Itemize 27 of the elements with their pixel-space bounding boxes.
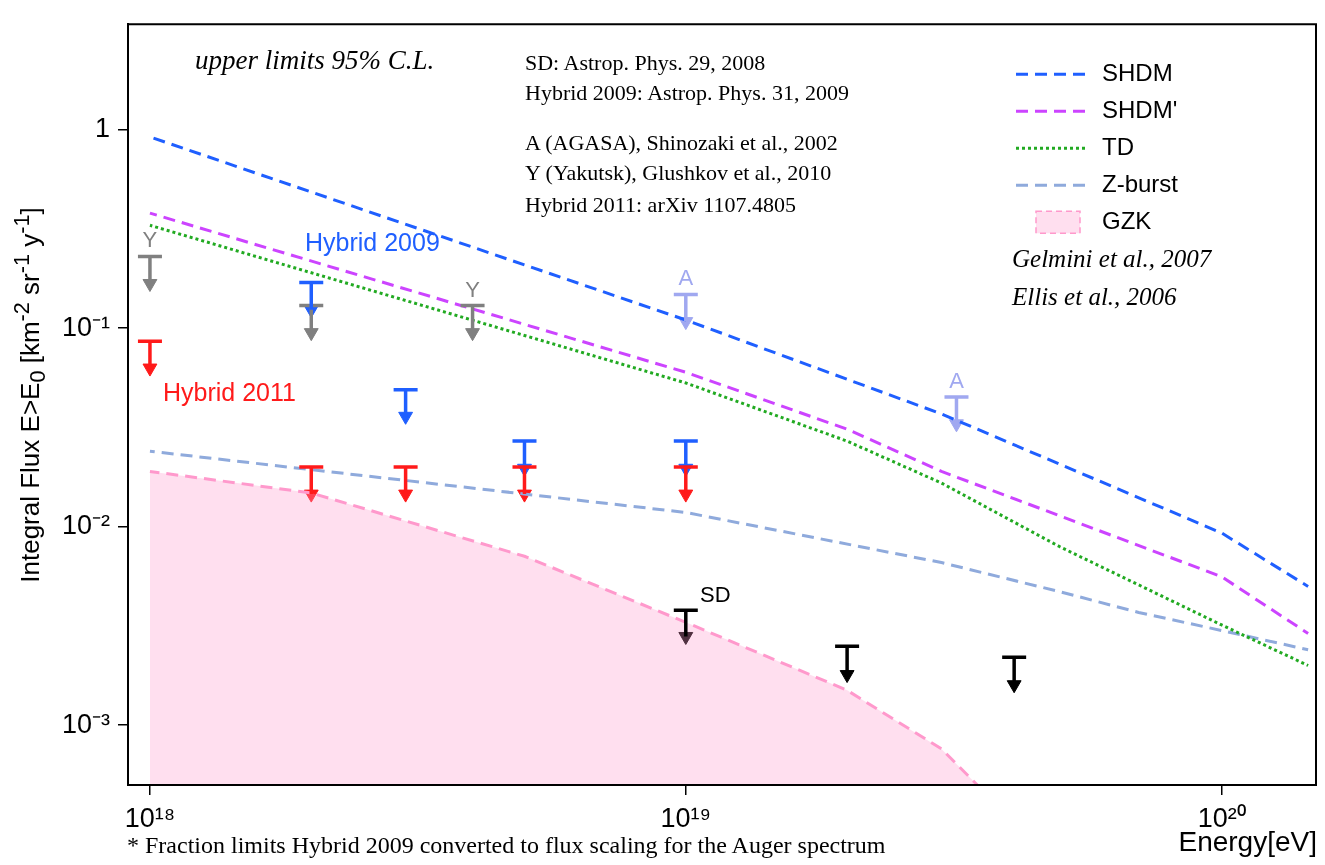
y-tick-label: 10⁻² <box>61 510 110 541</box>
x-tick-label: 10¹⁹ <box>660 802 712 833</box>
text: * Fraction limits Hybrid 2009 converted to flux scaling for the Auger spectrum <box>127 832 886 859</box>
annotation: Ellis et al., 2006 <box>1012 283 1177 311</box>
annotation: Hybrid 2011 <box>163 378 296 407</box>
annotation: Gelmini et al., 2007 <box>1012 245 1212 273</box>
annotation: Hybrid 2009: Astrop. Phys. 31, 2009 <box>525 80 849 106</box>
annotation: SD <box>700 582 731 608</box>
y-tick-label: 10⁻¹ <box>61 311 110 342</box>
legend-label: GZK <box>1102 206 1152 234</box>
annotation: SD: Astrop. Phys. 29, 2008 <box>525 50 766 76</box>
annotation: upper limits 95% C.L. <box>195 45 435 76</box>
annotation: Y <box>465 276 481 302</box>
annotation: A <box>678 265 694 291</box>
annotation: Hybrid 2009 <box>305 228 440 257</box>
legend-label: TD <box>1102 132 1134 160</box>
annotation: Hybrid 2011: arXiv 1107.4805 <box>525 192 796 218</box>
legend-label: Z-burst <box>1102 169 1179 197</box>
annotation: Y <box>142 227 158 253</box>
annotation: A (AGASA), Shinozaki et al., 2002 <box>525 130 838 156</box>
legend-label: SHDM <box>1102 58 1173 86</box>
x-tick-label: 10¹⁸ <box>124 802 176 833</box>
legend-label: SHDM' <box>1102 95 1178 123</box>
y-tick-label: 10⁻³ <box>61 708 110 739</box>
annotation: A <box>949 368 965 394</box>
y-tick-label: 1 <box>94 113 110 144</box>
annotation: Y (Yakutsk), Glushkov et al., 2010 <box>525 160 832 186</box>
